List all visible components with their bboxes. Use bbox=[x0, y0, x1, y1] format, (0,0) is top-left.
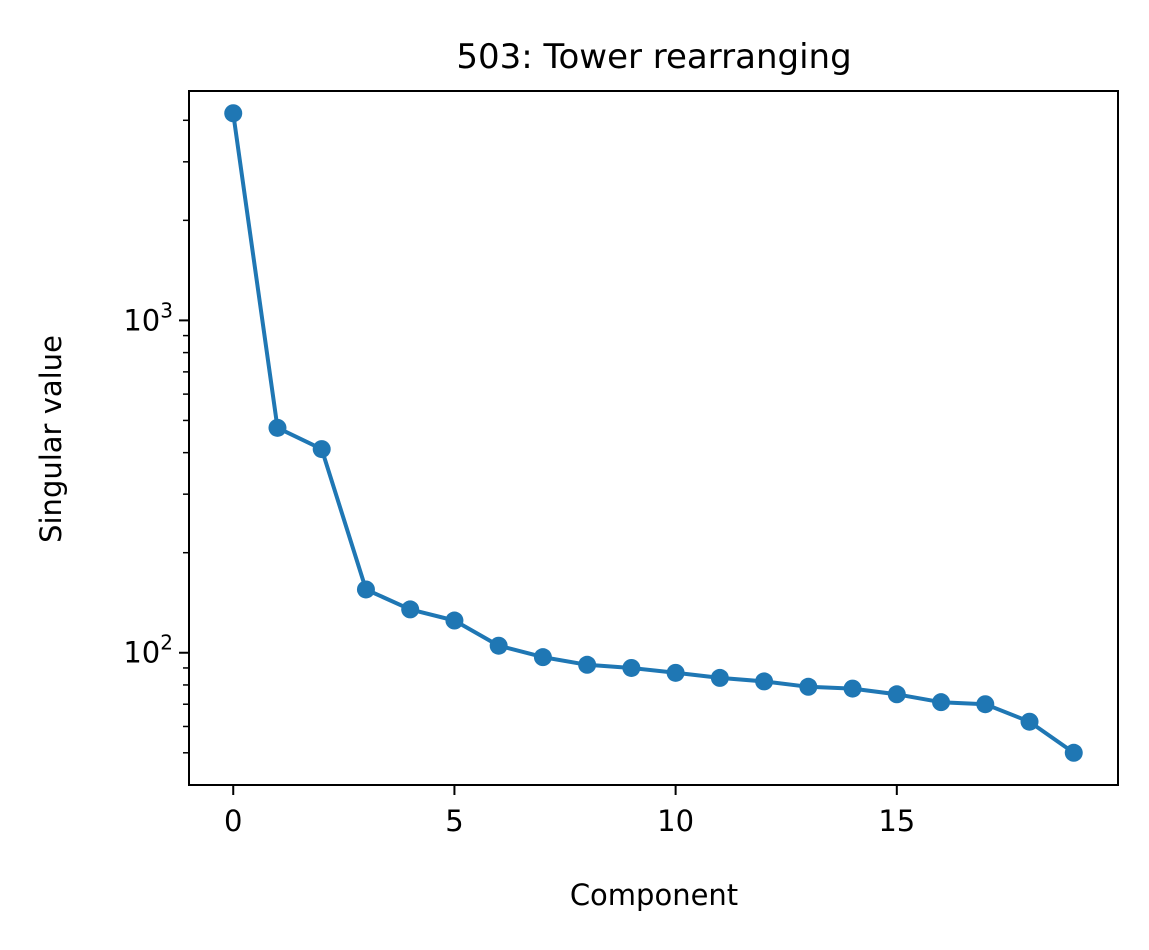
data-point bbox=[666, 663, 685, 682]
data-point bbox=[489, 636, 508, 655]
data-point bbox=[578, 655, 597, 674]
data-point bbox=[932, 693, 951, 712]
y-axis-label: Singular value bbox=[34, 335, 68, 543]
data-point bbox=[887, 685, 906, 704]
y-tick-label: 103 bbox=[123, 298, 173, 337]
data-point bbox=[710, 668, 729, 687]
data-point bbox=[755, 672, 774, 691]
data-point bbox=[1064, 743, 1083, 762]
plot-area: 0 5 10 15 102 103 bbox=[123, 90, 1119, 838]
data-point bbox=[533, 648, 552, 667]
y-tick-label: 102 bbox=[123, 631, 173, 670]
data-point bbox=[1020, 712, 1039, 731]
data-point bbox=[799, 677, 818, 696]
x-tick-label: 10 bbox=[657, 804, 694, 838]
data-point bbox=[843, 679, 862, 698]
x-tick-label: 0 bbox=[224, 804, 242, 838]
plot-frame bbox=[188, 90, 1119, 786]
data-point bbox=[312, 440, 331, 459]
data-point bbox=[224, 104, 243, 123]
x-axis-label: Component bbox=[570, 878, 738, 912]
data-point bbox=[268, 418, 287, 437]
data-point bbox=[356, 580, 375, 599]
data-point bbox=[622, 658, 641, 677]
data-point bbox=[401, 600, 420, 619]
x-tick-label: 15 bbox=[878, 804, 915, 838]
chart-title: 503: Tower rearranging bbox=[456, 37, 851, 77]
data-point bbox=[445, 611, 464, 630]
x-tick-label: 5 bbox=[445, 804, 463, 838]
data-point bbox=[976, 695, 995, 714]
